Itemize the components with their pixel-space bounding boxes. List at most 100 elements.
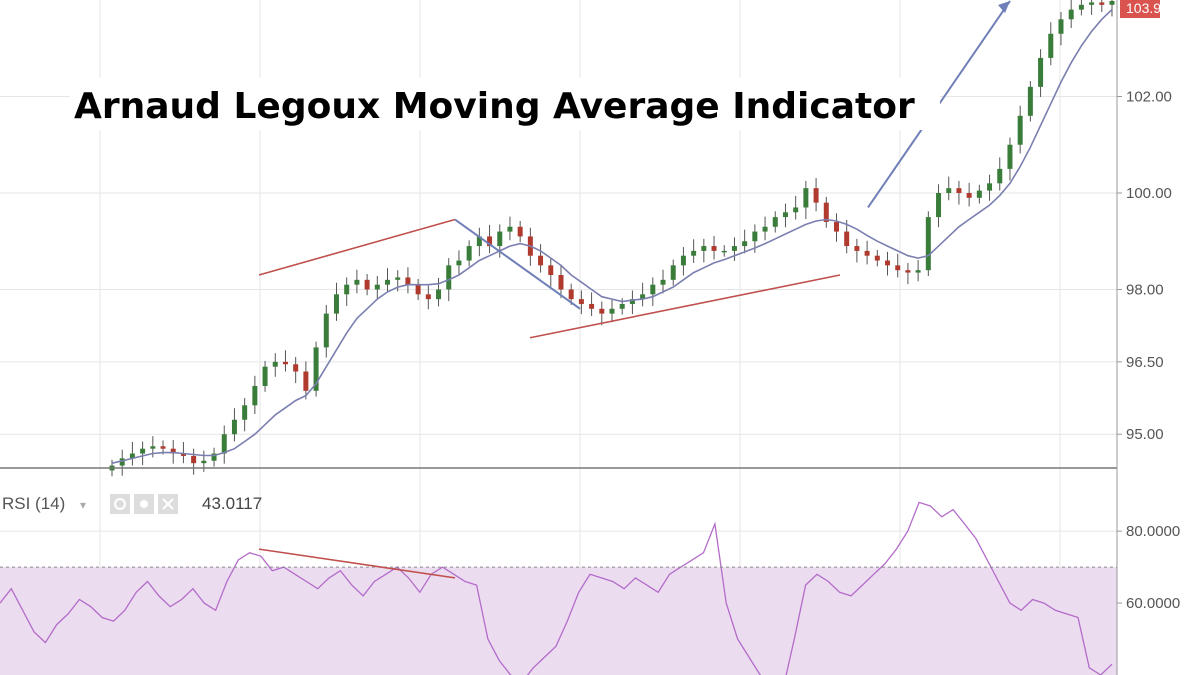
candle-body: [497, 231, 503, 247]
candle-body: [568, 289, 574, 300]
candle-body: [548, 265, 554, 276]
candle-body: [925, 217, 931, 271]
candle-body: [201, 460, 207, 464]
candle-body: [956, 188, 962, 193]
rsi-overbought-band: [0, 567, 1117, 675]
rsi-axis: 80.0000 60.0000: [1117, 523, 1180, 612]
candle-body: [436, 289, 442, 300]
price-tick-label: 98.00: [1126, 281, 1164, 298]
candle-body: [282, 361, 288, 365]
candle-body: [395, 277, 401, 280]
candle-body: [1099, 2, 1105, 5]
rsi-tick-label: 80.0000: [1126, 523, 1180, 540]
candle-body: [701, 246, 707, 251]
candle-body: [1089, 2, 1095, 5]
candle-body: [170, 448, 176, 454]
candle-body: [752, 231, 758, 242]
candle-body: [997, 168, 1003, 184]
candle-body: [1027, 86, 1033, 116]
candle-body: [1007, 144, 1013, 169]
candle-body: [660, 279, 666, 285]
indicator-dropdown-icon[interactable]: ▾: [80, 498, 86, 512]
candle-body: [303, 371, 309, 391]
rsi-current-value: 43.0117: [202, 494, 262, 513]
candle-body: [364, 279, 370, 290]
trend-arrowhead: [998, 0, 1010, 13]
rsi-line: [0, 501, 1113, 675]
candle-body: [507, 226, 513, 232]
candle-body: [415, 284, 421, 295]
candle-body: [1078, 4, 1084, 10]
candle-body: [721, 250, 727, 253]
candle-body: [670, 265, 676, 280]
candle-body: [354, 279, 360, 285]
rsi-tick-label: 60.0000: [1126, 595, 1180, 612]
candle-body: [854, 246, 860, 251]
candle-body: [966, 192, 972, 198]
candle-body: [252, 385, 258, 406]
candle-body: [742, 241, 748, 247]
trend-line-red: [258, 218, 456, 276]
price-tick-label: 95.00: [1126, 426, 1164, 443]
candle-body: [160, 446, 166, 449]
candle-body: [374, 284, 380, 290]
candle-body: [272, 361, 278, 367]
candle-body: [1048, 33, 1054, 58]
chart-title: Arnaud Legoux Moving Average Indicator: [74, 86, 915, 127]
candle-body: [578, 299, 584, 304]
candle-body: [691, 250, 697, 256]
indicator-settings-icons[interactable]: [110, 494, 178, 514]
last-price-label: 103.98: [1126, 0, 1169, 16]
candle-body: [323, 313, 329, 348]
candle-body: [405, 277, 411, 285]
candle-body: [864, 250, 870, 256]
candle-body: [119, 458, 125, 466]
candle-body: [211, 453, 217, 461]
candle-body: [640, 294, 646, 300]
candle-body: [1058, 19, 1064, 34]
trend-lines: [258, 0, 1011, 339]
candle-body: [425, 294, 431, 300]
candle-body: [129, 453, 135, 459]
candle-body: [517, 226, 523, 237]
candle-body: [803, 188, 809, 208]
candle-body: [333, 294, 339, 314]
close-icon-glyph: [162, 498, 174, 510]
candle-body: [1109, 0, 1115, 5]
candle-body: [619, 303, 625, 309]
candle-body: [833, 221, 839, 232]
candle-body: [946, 188, 952, 193]
candle-body: [150, 446, 156, 449]
candle-body: [538, 255, 544, 266]
candle-body: [793, 207, 799, 213]
candle-body: [976, 190, 982, 198]
candle-body: [936, 192, 942, 218]
candle-body: [313, 347, 319, 391]
trend-line-blue: [454, 218, 581, 310]
candle-body: [823, 202, 829, 222]
candle-body: [1068, 9, 1074, 20]
candle-body: [987, 183, 993, 191]
candle-body: [344, 284, 350, 295]
candle-body: [589, 303, 595, 309]
candle-body: [487, 236, 493, 247]
candle-body: [629, 299, 635, 304]
candle-body: [874, 255, 880, 261]
rsi-indicator-label: RSI (14): [2, 494, 65, 513]
candle-body: [609, 308, 615, 314]
title-backdrop: [70, 78, 940, 130]
candle-body: [895, 265, 901, 271]
candle-body: [262, 366, 268, 386]
candle-body: [711, 246, 717, 251]
visibility-icon[interactable]: [110, 494, 130, 514]
candle-body: [915, 270, 921, 273]
rsi-trend-line: [258, 548, 456, 579]
candle-body: [242, 405, 248, 420]
candle-body: [558, 275, 564, 290]
candle-body: [885, 260, 891, 266]
candle-body: [762, 226, 768, 232]
candle-body: [599, 308, 605, 314]
candle-body: [844, 231, 850, 247]
